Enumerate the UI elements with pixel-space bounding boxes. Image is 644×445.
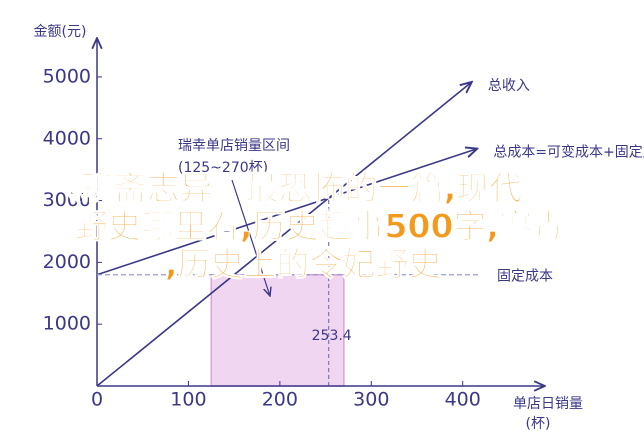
y-tick-label: 3000 bbox=[43, 189, 91, 211]
range-label: (125~270杯) bbox=[178, 160, 268, 176]
x-tick-label: 0 bbox=[91, 389, 103, 411]
series-line bbox=[96, 82, 472, 387]
series-line bbox=[96, 149, 477, 276]
x-tick-label: 400 bbox=[445, 389, 481, 411]
marker-label: 253.4 bbox=[312, 328, 352, 344]
x-tick-label: 300 bbox=[353, 389, 389, 411]
x-tick-label: 100 bbox=[170, 389, 206, 411]
y-tick-label: 1000 bbox=[43, 313, 91, 335]
range-pointer bbox=[231, 179, 270, 296]
range-label: 瑞幸单店销量区间 bbox=[178, 138, 290, 154]
legend-label: 固定成本 bbox=[497, 269, 553, 285]
overlay-text: ,历史上的令妃野史 bbox=[165, 245, 442, 284]
legend-label: 总收入 bbox=[488, 78, 530, 94]
x-tick-label: 200 bbox=[262, 389, 298, 411]
y-tick-label: 2000 bbox=[43, 251, 91, 273]
y-axis-label: 金额(元) bbox=[34, 24, 87, 40]
y-tick-label: 5000 bbox=[43, 65, 91, 87]
overlay-text: 野史哪里看,历史趣事500字,寥毒 bbox=[75, 207, 565, 246]
overlay-text: 《聊斋志异》最恐怖的一篇,现代 bbox=[48, 169, 523, 208]
range-band bbox=[210, 273, 345, 387]
x-axis-label: 单店日销量 bbox=[513, 396, 583, 412]
y-tick-label: 4000 bbox=[43, 127, 91, 149]
x-axis-label: (杯) bbox=[526, 416, 551, 432]
legend-label: 总成本=可变成本+固定成本 bbox=[493, 145, 644, 161]
